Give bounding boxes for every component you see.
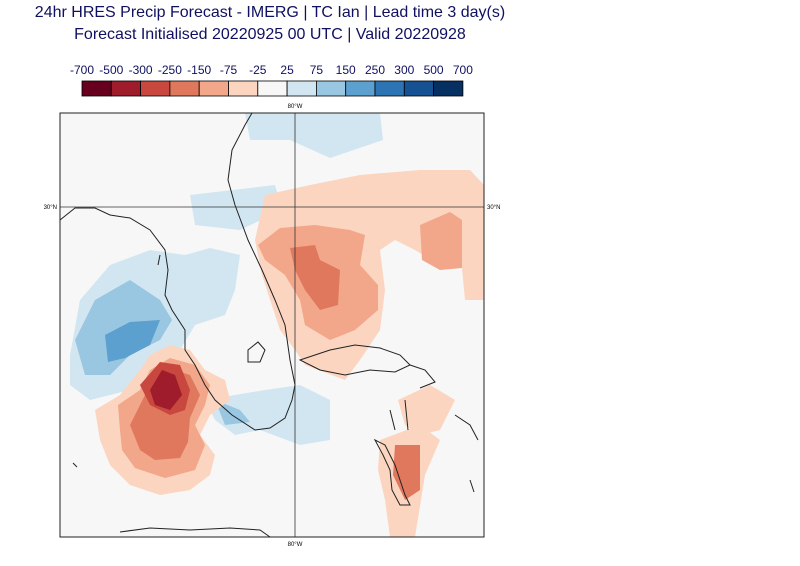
- cuba-west-coast: [373, 438, 411, 506]
- colorbar-label-3: -250: [158, 63, 182, 77]
- colorbar-label-12: 500: [424, 63, 444, 77]
- coast-detail: [157, 254, 161, 266]
- colorbar-label-9: 150: [336, 63, 356, 77]
- colorbar-label-0: -700: [70, 63, 94, 77]
- dark-orange-core-east: [290, 245, 340, 310]
- colorbar-box-3: [169, 80, 200, 97]
- dark-orange-patch-south: [393, 445, 420, 500]
- deep-red-core: [150, 370, 182, 410]
- colorbar-label-1: -500: [99, 63, 123, 77]
- colorbar-box-0: [81, 80, 112, 97]
- colorbar-box-2: [140, 80, 171, 97]
- southern-coastline: [119, 527, 271, 538]
- coastlines: [59, 112, 479, 538]
- orange-patch-far-east: [420, 212, 462, 270]
- colorbar-label-8: 75: [310, 63, 324, 77]
- light-blue-region-south: [205, 385, 330, 445]
- island-outlines: [389, 399, 409, 431]
- precip-anomaly-field: [70, 113, 484, 537]
- light-orange-patch-southeast: [398, 385, 455, 435]
- chart-title-line-1: 24hr HRES Precip Forecast - IMERG | TC I…: [34, 4, 506, 21]
- florida-coastline: [59, 112, 296, 431]
- island-outline-east: [454, 414, 479, 441]
- colorbar-boxes: [81, 80, 464, 97]
- colorbar-label-10: 250: [365, 63, 385, 77]
- colorbar-box-9: [345, 80, 376, 97]
- colorbar-label-11: 300: [394, 63, 414, 77]
- colorbar-box-7: [286, 80, 317, 97]
- lon-label-top: 80°W: [288, 104, 303, 110]
- colorbar-label-13: 700: [453, 63, 473, 77]
- chart-title-line-2: Forecast Initialised 20220925 00 UTC | V…: [74, 26, 466, 43]
- island-outline-se: [469, 479, 475, 493]
- colorbar-label-4: -150: [187, 63, 211, 77]
- precip-difference-map: 80°W 80°W 30°N 30°N: [44, 104, 501, 548]
- blue-patch-south: [215, 400, 250, 425]
- bahamas-islands: [409, 364, 436, 389]
- colorbar-labels: -700 -500 -300 -250 -150 -75 -25 25 75 150 250 300 5…: [70, 63, 473, 77]
- light-blue-patch-north: [245, 113, 383, 158]
- lat-label-right: 30°N: [487, 205, 500, 211]
- lat-label-left: 30°N: [44, 205, 57, 211]
- map-frame: [59, 112, 485, 538]
- colorbar-label-5: -75: [220, 63, 238, 77]
- colorbar-box-10: [374, 80, 405, 97]
- colorbar-box-4: [198, 80, 229, 97]
- colorbar-box-12: [433, 80, 464, 97]
- colorbar-box-11: [403, 80, 434, 97]
- colorbar-label-6: -25: [249, 63, 267, 77]
- colorbar-box-5: [228, 80, 259, 97]
- lake-okeechobee: [247, 341, 266, 363]
- colorbar-box-8: [315, 80, 347, 97]
- gridlines: [60, 113, 484, 537]
- island-small: [72, 462, 78, 468]
- darker-blue-core: [105, 320, 160, 362]
- colorbar-label-2: -300: [129, 63, 153, 77]
- colorbar-box-6: [257, 80, 288, 97]
- colorbar: -700 -500 -300 -250 -150 -75 -25 25 75 150 250 300 5…: [70, 63, 473, 97]
- colorbar-box-1: [110, 80, 141, 97]
- colorbar-label-7: 25: [280, 63, 294, 77]
- lon-label-bottom: 80°W: [288, 542, 303, 548]
